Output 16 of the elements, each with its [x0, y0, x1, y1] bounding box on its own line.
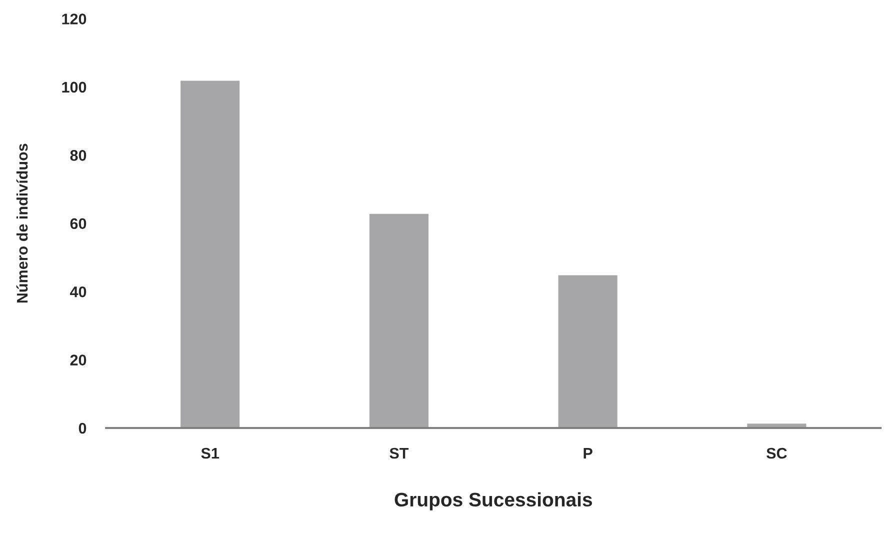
- y-tick-label: 20: [70, 354, 86, 366]
- bar: [179, 79, 241, 428]
- y-tick-label: 40: [70, 286, 86, 298]
- x-tick-label: P: [584, 448, 592, 459]
- y-tick-label: 120: [62, 14, 86, 24]
- x-tick-label: S1: [201, 448, 219, 459]
- y-axis-title: Número de indivíduos: [16, 144, 28, 303]
- y-tick-label: 60: [70, 218, 86, 230]
- bar: [556, 274, 619, 428]
- bar: [368, 212, 430, 428]
- y-tick-label: 80: [70, 150, 86, 161]
- x-tick-label: ST: [390, 448, 409, 459]
- x-axis-title: Grupos Sucessionais: [394, 492, 592, 510]
- y-tick-label: 100: [62, 82, 86, 93]
- x-tick-label: SC: [766, 448, 787, 459]
- y-tick-label: 0: [78, 422, 86, 434]
